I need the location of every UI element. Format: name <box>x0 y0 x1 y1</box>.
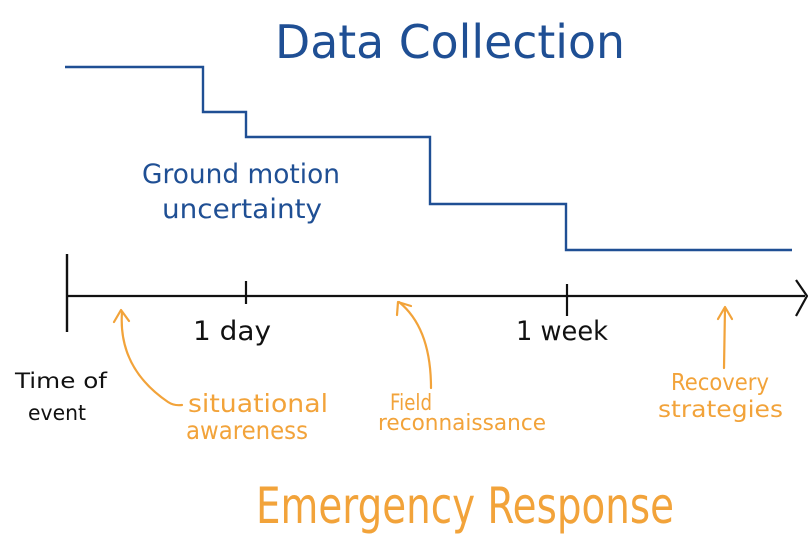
axis-arrowhead <box>795 279 809 317</box>
phase-label-situational-line1: situational <box>188 389 328 418</box>
uncertainty-label-line1: Ground motion <box>142 159 340 190</box>
phase-label-field-line1: Field <box>390 391 432 416</box>
uncertainty-step-curve <box>65 65 792 252</box>
phase-pointer-field <box>395 300 433 390</box>
tick-label-1-week: 1 week <box>516 316 608 347</box>
phase-label-recovery-line1: Recovery <box>671 370 769 396</box>
phase-pointer-recovery <box>716 305 734 370</box>
phase-label-situational-line2: awareness <box>186 416 308 445</box>
phase-label-recovery-line2: strategies <box>658 397 783 423</box>
uncertainty-label-line2: uncertainty <box>162 194 322 225</box>
tick-label-1-day: 1 day <box>193 316 271 347</box>
origin-label-line2: event <box>28 401 86 425</box>
diagram-title: Data Collection <box>275 15 625 69</box>
phase-pointer-situational <box>112 308 184 407</box>
phase-label-field-line2: reconnaissance <box>378 411 546 436</box>
bottom-title: Emergency Response <box>256 477 674 535</box>
origin-label-line1: Time of <box>14 369 108 393</box>
